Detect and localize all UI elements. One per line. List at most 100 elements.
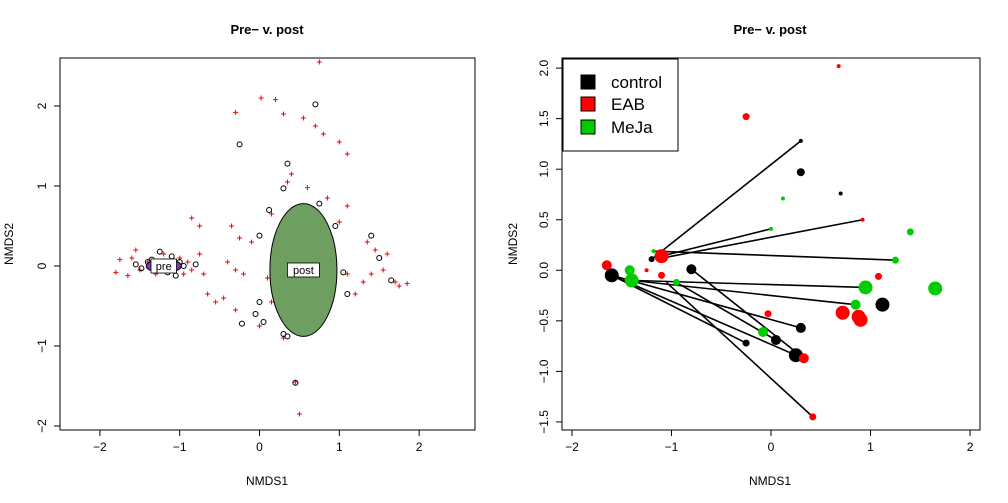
plus-point	[352, 291, 358, 297]
circle-point	[256, 232, 263, 239]
left-plot-frame	[59, 57, 476, 431]
circle-point	[138, 265, 145, 272]
plus-point	[312, 123, 318, 129]
segment-line	[651, 140, 802, 260]
legend-swatch-eab	[580, 96, 596, 112]
y-tick-label: 2.0	[537, 59, 551, 76]
legend-swatch-control	[580, 74, 596, 90]
circle-point	[236, 141, 243, 148]
plus-point	[258, 95, 264, 101]
plus-point	[117, 257, 123, 263]
plus-point	[360, 279, 366, 285]
plus-point	[300, 115, 306, 121]
point-control	[742, 339, 750, 347]
x-tick-label: 2	[967, 440, 974, 454]
y-tick-label: 1.5	[537, 110, 551, 127]
circle-point	[280, 185, 287, 192]
circle-point	[316, 200, 323, 207]
point-meja	[758, 326, 769, 337]
left-y-axis-label: NMDS2	[2, 223, 16, 265]
plus-point	[404, 281, 410, 287]
point-eab	[809, 413, 817, 421]
plus-point	[113, 269, 119, 275]
point-control	[770, 335, 781, 346]
plus-point	[396, 283, 402, 289]
right-panel-nmds-treatments: Pre− v. post NMDS1 NMDS2 −2 −1 0 1 2 −1.5 −1.0…	[506, 22, 981, 488]
point-meja	[891, 256, 899, 264]
point-eab	[860, 217, 865, 222]
point-control	[604, 268, 619, 283]
x-tick-label: −2	[93, 440, 107, 454]
plus-point	[225, 259, 231, 265]
right-legend: control EAB MeJa	[562, 58, 679, 152]
plus-point	[304, 185, 310, 191]
plus-point	[268, 299, 274, 305]
circle-point	[312, 101, 319, 108]
plus-point	[233, 307, 239, 313]
circle-point	[284, 160, 291, 167]
circle-point	[256, 299, 263, 305]
plus-point	[344, 151, 350, 157]
point-meja	[651, 249, 656, 254]
plus-point	[265, 275, 270, 281]
point-eab	[836, 64, 841, 69]
x-tick-label: 0	[256, 440, 263, 454]
segment-line	[651, 250, 896, 261]
point-control	[798, 138, 803, 143]
plus-point	[189, 267, 195, 273]
right-scatter-points	[601, 64, 943, 421]
segment-line	[611, 274, 797, 356]
circle-point	[238, 320, 245, 327]
circle-point	[192, 261, 199, 268]
x-tick-label: 2	[416, 440, 423, 454]
x-tick-label: 0	[768, 440, 775, 454]
plus-point	[237, 235, 243, 241]
segment-line	[690, 268, 805, 359]
point-eab	[601, 260, 612, 271]
plus-point	[233, 267, 239, 273]
circle-point	[266, 207, 273, 213]
plus-point	[288, 171, 294, 177]
y-tick-label: −1	[35, 339, 49, 353]
circle-point	[368, 232, 375, 239]
point-meja	[906, 228, 914, 236]
point-control	[686, 264, 697, 275]
right-chart-title: Pre− v. post	[733, 22, 807, 37]
plus-point	[364, 239, 370, 245]
plus-point	[316, 59, 322, 65]
circle-point	[132, 261, 139, 268]
right-x-axis-label: NMDS1	[749, 474, 791, 488]
x-tick-label: 1	[867, 440, 874, 454]
plus-point	[344, 203, 350, 209]
circle-point	[180, 263, 187, 269]
circle-point	[344, 291, 351, 297]
circle-point	[284, 333, 291, 340]
x-tick-label: −1	[665, 440, 679, 454]
left-panel-nmds-ellipses: Pre− v. post NMDS1 NMDS2 −2 −1 0 1 2−2−1012 …	[2, 22, 476, 488]
plus-point	[296, 411, 302, 417]
circle-point	[156, 248, 163, 255]
point-eab	[798, 353, 809, 364]
legend-label-eab: EAB	[611, 95, 645, 114]
plus-point	[384, 251, 390, 257]
y-tick-label: 1.0	[537, 161, 551, 178]
x-tick-label: −1	[173, 440, 187, 454]
circle-point	[252, 311, 259, 317]
point-control	[875, 297, 890, 312]
plus-point	[213, 299, 219, 305]
plus-point	[284, 179, 290, 185]
segment-line	[661, 218, 863, 259]
y-tick-label: −1.5	[537, 410, 551, 434]
point-eab	[853, 312, 868, 327]
ellipse-label-pre: pre	[156, 261, 172, 273]
circle-point	[168, 253, 175, 260]
point-eab	[654, 249, 669, 264]
plus-point	[233, 109, 239, 115]
point-meja	[624, 265, 635, 276]
point-control	[795, 322, 806, 333]
plus-point	[280, 111, 286, 117]
circle-point	[376, 255, 383, 261]
plus-point	[380, 267, 386, 273]
left-ellipses: pre post	[145, 203, 338, 337]
plus-point	[272, 97, 278, 103]
